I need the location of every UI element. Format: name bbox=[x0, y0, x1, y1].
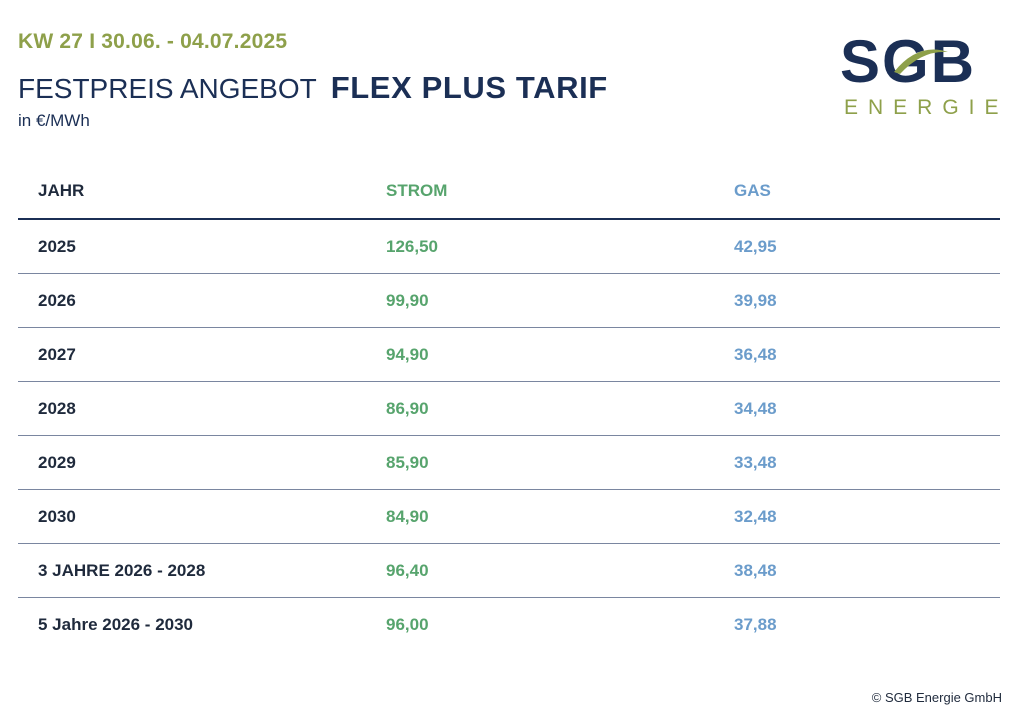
strom-cell: 86,90 bbox=[366, 381, 714, 436]
gas-cell: 34,48 bbox=[714, 381, 1000, 436]
table-row: 2025 126,50 42,95 bbox=[18, 219, 1000, 274]
price-table: JAHR STROM GAS 2025 126,50 42,95 2026 99… bbox=[18, 164, 1000, 651]
title-light: FESTPREIS ANGEBOT bbox=[18, 73, 317, 104]
logo-swoosh-icon bbox=[894, 49, 948, 74]
table-row: 2030 84,90 32,48 bbox=[18, 489, 1000, 544]
logo-subtitle: ENERGIE bbox=[844, 96, 1009, 119]
unit-label: in €/MWh bbox=[18, 111, 90, 130]
year-cell: 2027 bbox=[18, 327, 366, 382]
page-title: FESTPREIS ANGEBOT FLEX PLUS TARIF bbox=[18, 70, 608, 106]
strom-cell: 96,40 bbox=[366, 543, 714, 598]
table-header-row: JAHR STROM GAS bbox=[18, 164, 1000, 220]
gas-cell: 37,88 bbox=[734, 614, 777, 634]
week-label: KW 27 I 30.06. - 04.07.2025 bbox=[18, 30, 288, 53]
gas-cell: 42,95 bbox=[714, 219, 1000, 274]
gas-cell: 36,48 bbox=[714, 327, 1000, 382]
sgb-logo: SGB ENERGIE bbox=[840, 30, 1005, 125]
table-row: 2028 86,90 34,48 bbox=[18, 381, 1000, 436]
table-row: 3 JAHRE 2026 - 2028 96,40 38,48 bbox=[18, 543, 1000, 598]
year-cell: 2026 bbox=[18, 273, 366, 328]
gas-cell: 33,48 bbox=[714, 435, 1000, 490]
year-cell: 2029 bbox=[18, 435, 366, 490]
year-cell: 5 Jahre 2026 - 2030 bbox=[38, 614, 194, 634]
year-cell: 3 JAHRE 2026 - 2028 bbox=[18, 543, 366, 598]
strom-cell: 94,90 bbox=[366, 327, 714, 382]
strom-cell: 84,90 bbox=[366, 489, 714, 544]
header-strom: STROM bbox=[366, 164, 714, 220]
table-row: 2026 99,90 39,98 bbox=[18, 273, 1000, 328]
gas-cell: 38,48 bbox=[714, 543, 1000, 598]
year-cell: 2028 bbox=[18, 381, 366, 436]
year-cell: 2030 bbox=[18, 489, 366, 544]
gas-cell: 39,98 bbox=[714, 273, 1000, 328]
strom-cell: 99,90 bbox=[366, 273, 714, 328]
table-row: 2027 94,90 36,48 bbox=[18, 327, 1000, 382]
year-cell: 2025 bbox=[18, 219, 366, 274]
header-year: JAHR bbox=[18, 164, 366, 220]
strom-cell: 85,90 bbox=[366, 435, 714, 490]
strom-cell: 126,50 bbox=[366, 219, 714, 274]
table-row: 5 Jahre 2026 - 2030 96,00 37,88 bbox=[18, 598, 1000, 652]
strom-cell: 96,00 bbox=[386, 614, 429, 634]
title-bold: FLEX PLUS TARIF bbox=[330, 70, 608, 105]
table-row: 2029 85,90 33,48 bbox=[18, 435, 1000, 490]
header-gas: GAS bbox=[714, 164, 1000, 220]
gas-cell: 32,48 bbox=[714, 489, 1000, 544]
copyright-text: © SGB Energie GmbH bbox=[871, 690, 1002, 705]
